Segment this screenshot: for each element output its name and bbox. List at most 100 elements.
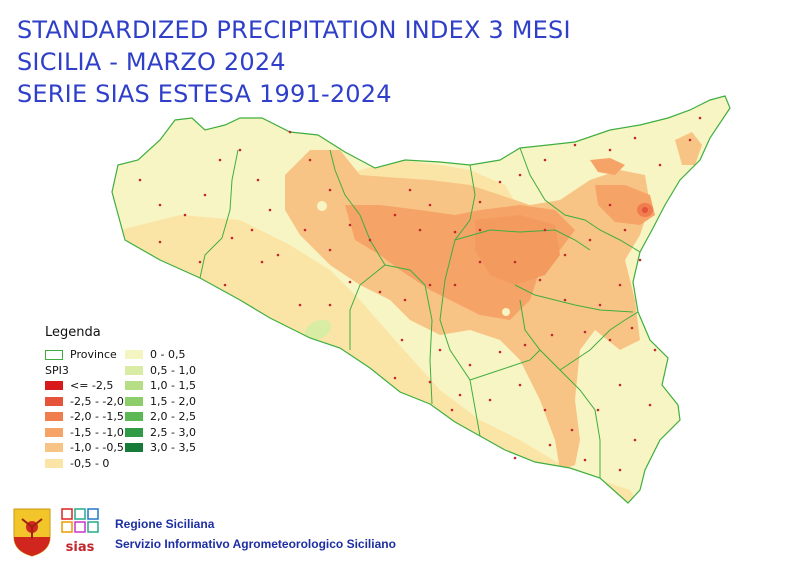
border-messina-catania (519, 147, 641, 253)
station-dot (453, 283, 457, 287)
legend-swatch (45, 396, 63, 406)
station-dot (256, 178, 260, 182)
legend-label: 0 - 0,5 (150, 348, 186, 362)
legend-column-dry: Province SPI3 <= -2,5 -2,5 - -2,0 -2,0 - -… (45, 347, 124, 471)
station-dot (400, 338, 404, 342)
station-dot (230, 236, 234, 240)
station-dot (428, 283, 432, 287)
station-dot (203, 193, 207, 197)
legend-item-classes_dry-4: -1,0 - -0,5 (45, 440, 124, 456)
station-dot (630, 326, 634, 330)
legend-swatch (125, 381, 143, 391)
station-dot (328, 248, 332, 252)
legend-item-classes_dry-3: -1,5 - -1,0 (45, 425, 124, 441)
legend-item-classes_wet-3: 1,5 - 2,0 (125, 394, 196, 410)
legend-item-province: Province (45, 347, 124, 363)
spi-class-minus-1.5-minus-1-ne (590, 158, 625, 175)
station-dot (403, 298, 407, 302)
station-dot (588, 238, 592, 242)
spi-class-0.5-1 (304, 319, 332, 341)
legend-item-classes_wet-6: 3,0 - 3,5 (125, 440, 196, 456)
province-label: Province (70, 348, 117, 362)
station-dot (513, 456, 517, 460)
station-dot (418, 228, 422, 232)
station-dot (698, 116, 702, 120)
station-dot (498, 350, 502, 354)
legend-column-wet: 0 - 0,5 0,5 - 1,0 1,0 - 1,5 1,5 - 2,0 2,0 - … (125, 347, 196, 456)
legend-item-classes_wet-1: 0,5 - 1,0 (125, 363, 196, 379)
station-dot (523, 343, 527, 347)
station-dot (518, 383, 522, 387)
station-dot (260, 260, 264, 264)
sias-logo-text: sias (66, 540, 95, 555)
station-dot (653, 348, 657, 352)
station-dot (238, 148, 242, 152)
station-dot (450, 408, 454, 412)
legend-label: 0,5 - 1,0 (150, 363, 196, 377)
legend-item-spi3: SPI3 (45, 363, 124, 379)
regione-siciliana-logo (13, 508, 51, 557)
station-dot (458, 393, 462, 397)
legend-label: -1,5 - -1,0 (70, 425, 124, 439)
station-dot (538, 278, 542, 282)
station-dot (598, 303, 602, 307)
legend-item-classes_dry-1: -2,5 - -2,0 (45, 394, 124, 410)
legend-label: <= -2,5 (70, 379, 114, 393)
station-dot (393, 376, 397, 380)
station-dot (543, 158, 547, 162)
station-dot (550, 333, 554, 337)
legend-item-classes_wet-5: 2,5 - 3,0 (125, 425, 196, 441)
legend-swatch (125, 443, 143, 453)
legend-swatch (45, 443, 63, 453)
station-dot (633, 136, 637, 140)
legend-label: 1,5 - 2,0 (150, 394, 196, 408)
station-dot (276, 253, 280, 257)
station-dot (573, 143, 577, 147)
station-dot (543, 228, 547, 232)
station-dot (563, 253, 567, 257)
legend-label: -2,5 - -2,0 (70, 394, 124, 408)
station-dot (348, 223, 352, 227)
legend-label: 2,0 - 2,5 (150, 410, 196, 424)
station-dot (348, 280, 352, 284)
station-dot (328, 303, 332, 307)
station-dot (453, 230, 457, 234)
legend-label: -2,0 - -1,5 (70, 410, 124, 424)
station-dot (638, 258, 642, 262)
spi-class-minus-0.5-0 (120, 215, 640, 503)
border-agrigento-caltanissetta (384, 264, 433, 405)
station-dot (618, 468, 622, 472)
title-line-1: STANDARDIZED PRECIPITATION INDEX 3 MESI (17, 16, 571, 44)
legend-swatch (125, 350, 143, 360)
title-line-2: SICILIA - MARZO 2024 (17, 48, 286, 76)
border-enna-messina (454, 229, 591, 251)
station-dot (478, 260, 482, 264)
station-dot (408, 188, 412, 192)
station-dot (583, 458, 587, 462)
station-dot (198, 260, 202, 264)
station-dot (563, 298, 567, 302)
station-dot (468, 363, 472, 367)
legend-item-classes_dry-5: -0,5 - 0 (45, 456, 124, 472)
spi-class-0-0.5-spot (317, 201, 327, 211)
station-dot (138, 178, 142, 182)
footer: sias Regione Siciliana Servizio Informat… (0, 505, 800, 565)
border-ragusa-siracusa (519, 299, 601, 478)
legend-label: -1,0 - -0,5 (70, 441, 124, 455)
legend-swatch (45, 412, 63, 422)
station-dot (548, 443, 552, 447)
station-dot (328, 188, 332, 192)
station-dot (648, 403, 652, 407)
station-dot (618, 383, 622, 387)
station-dot (513, 260, 517, 264)
legend-swatch (125, 412, 143, 422)
legend-swatch (125, 365, 143, 375)
station-dot (488, 398, 492, 402)
legend-wet-classes: 0 - 0,5 0,5 - 1,0 1,0 - 1,5 1,5 - 2,0 2,0 - … (125, 347, 196, 456)
legend-label: 2,5 - 3,0 (150, 425, 196, 439)
legend-item-classes_dry-0: <= -2,5 (45, 378, 124, 394)
station-dot (218, 158, 222, 162)
legend-swatch (125, 427, 143, 437)
legend-swatch (45, 458, 63, 468)
